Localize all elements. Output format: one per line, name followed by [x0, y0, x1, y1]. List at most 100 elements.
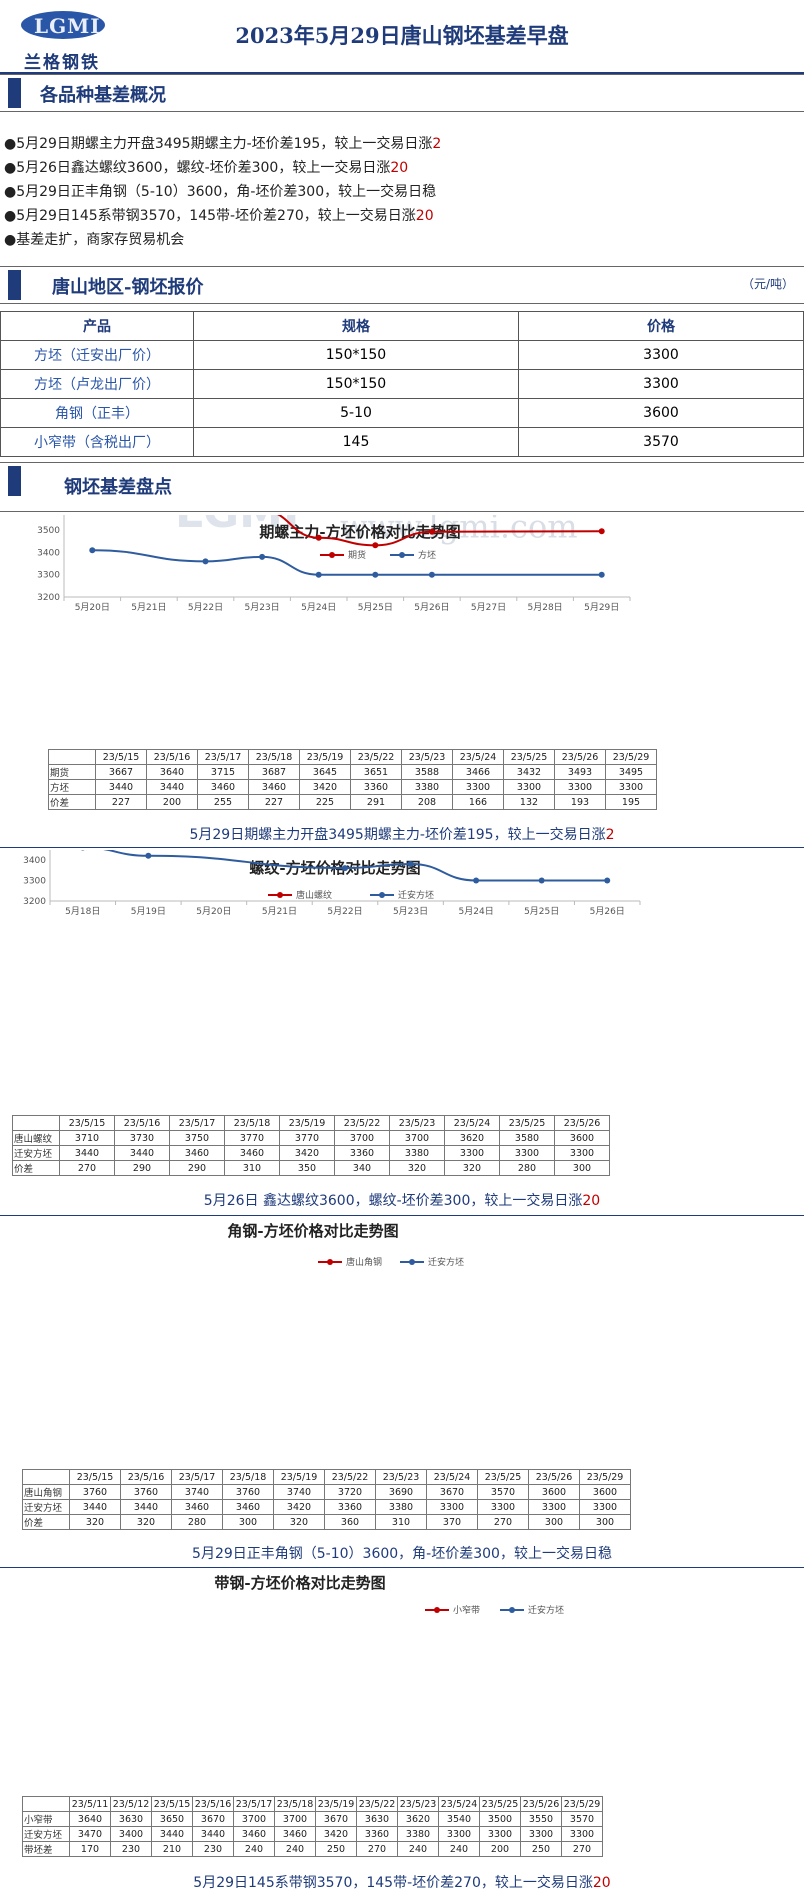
- value-cell: 3460: [222, 1499, 274, 1515]
- chart-panel-angle: LGMIwww.lgmi.com320033003400350036003700…: [0, 1218, 804, 1568]
- date-header: 23/5/22: [356, 1796, 398, 1812]
- chart-panel-rebar: LGMIwww.lgmi.com320033003400350036003700…: [0, 850, 804, 1216]
- legend-marker: [277, 892, 283, 898]
- date-header: 23/5/29: [561, 1796, 603, 1812]
- value-cell: 230: [110, 1841, 152, 1857]
- row-label: 方坯: [48, 779, 96, 795]
- value-cell: 3380: [397, 1826, 439, 1842]
- value-cell: 3440: [120, 1499, 172, 1515]
- legend-marker: [399, 552, 405, 558]
- data-point: [89, 547, 96, 554]
- price-cell: 3300: [518, 340, 804, 370]
- value-cell: 3588: [401, 764, 453, 780]
- date-header: 23/5/24: [452, 749, 504, 765]
- price-cell: 3300: [518, 369, 804, 399]
- legend-marker: [327, 1259, 333, 1265]
- value-cell: 3420: [279, 1145, 335, 1161]
- chart-rebar-billet: LGMIwww.lgmi.com320033003400350036003700…: [23, 850, 641, 917]
- value-cell: 320: [273, 1514, 325, 1530]
- value-cell: 3760: [120, 1484, 172, 1500]
- data-point: [538, 877, 545, 884]
- date-header: 23/5/16: [146, 749, 198, 765]
- row-label: 迁安方坯: [22, 1499, 70, 1515]
- row-label: 价差: [48, 794, 96, 810]
- corner-cell: [12, 1115, 60, 1131]
- row-label: 迁安方坯: [12, 1145, 60, 1161]
- date-header: 23/5/22: [324, 1469, 376, 1485]
- value-cell: 3720: [324, 1484, 376, 1500]
- row-label: 唐山螺纹: [12, 1130, 60, 1146]
- value-cell: 240: [233, 1841, 275, 1857]
- value-cell: 208: [401, 794, 453, 810]
- date-header: 23/5/15: [95, 749, 147, 765]
- column-header: 价格: [518, 311, 804, 341]
- x-tick-label: 5月28日: [528, 602, 563, 613]
- page-title: 2023年5月29日唐山钢坯基差早盘: [235, 23, 569, 48]
- date-header: 23/5/15: [151, 1796, 193, 1812]
- price-cell: 3600: [518, 398, 804, 428]
- section-marker: [8, 78, 21, 108]
- series-line: [92, 549, 602, 576]
- logo-chinese-name: 兰格钢铁: [24, 53, 100, 73]
- y-tick-label: 3300: [37, 571, 60, 581]
- chart-rebar-futures-billet: LGMIwww.lgmi.com320033003400350036003700…: [37, 515, 631, 613]
- date-header: 23/5/16: [120, 1469, 172, 1485]
- bullet-item: ●5月29日145系带钢3570，145带-坯价差270，较上一交易日涨20: [4, 208, 434, 224]
- date-header: 23/5/15: [69, 1469, 121, 1485]
- date-header: 23/5/22: [334, 1115, 390, 1131]
- value-cell: 225: [299, 794, 351, 810]
- x-tick-label: 5月25日: [524, 906, 559, 917]
- value-cell: 3570: [477, 1484, 529, 1500]
- product-cell: 小窄带（含税出厂）: [0, 427, 194, 457]
- date-header: 23/5/26: [520, 1796, 562, 1812]
- spec-cell: 145: [193, 427, 519, 457]
- date-header: 23/5/18: [224, 1115, 280, 1131]
- column-header: 规格: [193, 311, 519, 341]
- company-logo: LGMI 兰格钢铁: [16, 6, 106, 73]
- value-cell: 3360: [350, 779, 402, 795]
- x-tick-label: 5月26日: [414, 602, 449, 613]
- y-tick-label: 3400: [23, 856, 46, 866]
- value-cell: 270: [477, 1514, 529, 1530]
- data-point: [315, 534, 322, 541]
- value-cell: 3500: [479, 1811, 521, 1827]
- value-cell: 3760: [222, 1484, 274, 1500]
- watermark-logo: LGMI: [175, 515, 299, 538]
- spec-cell: 5-10: [193, 398, 519, 428]
- value-cell: 3380: [375, 1499, 427, 1515]
- data-point: [372, 542, 379, 549]
- section-marker: [8, 270, 21, 300]
- column-header: 产品: [0, 311, 194, 341]
- table-row: 价差 270 290 290 310 350 340 320 320 280 300: [12, 1160, 610, 1176]
- date-header: 23/5/19: [279, 1115, 335, 1131]
- x-tick-label: 5月26日: [590, 906, 625, 917]
- table-row: 方坯（迁安出厂价） 150*150 3300: [0, 340, 804, 370]
- date-header: 23/5/29: [579, 1469, 631, 1485]
- bullet-item: ●5月29日正丰角钢（5-10）3600，角-坯价差300，较上一交易日稳: [4, 184, 437, 200]
- row-label: 价差: [22, 1514, 70, 1530]
- value-cell: 3380: [389, 1145, 445, 1161]
- bullet-item: ●基差走扩，商家存贸易机会: [4, 232, 185, 248]
- x-tick-label: 5月22日: [327, 906, 362, 917]
- date-header: 23/5/18: [222, 1469, 274, 1485]
- value-cell: 3630: [356, 1811, 398, 1827]
- date-header: 23/5/17: [169, 1115, 225, 1131]
- basis-heading: 钢坯基差盘点: [64, 477, 172, 498]
- date-header: 23/5/19: [315, 1796, 357, 1812]
- value-cell: 3750: [169, 1130, 225, 1146]
- date-header: 23/5/24: [438, 1796, 480, 1812]
- chart-data-table: 23/5/15 23/5/16 23/5/17 23/5/18 23/5/19 23/5/…: [12, 1115, 610, 1176]
- x-tick-label: 5月23日: [393, 906, 428, 917]
- x-tick-label: 5月25日: [358, 602, 393, 613]
- date-header: 23/5/25: [477, 1469, 529, 1485]
- value-cell: 3300: [444, 1145, 500, 1161]
- date-header: 23/5/17: [197, 749, 249, 765]
- legend-label: 迁安方坯: [428, 1256, 464, 1268]
- date-header: 23/5/23: [397, 1796, 439, 1812]
- value-cell: 240: [438, 1841, 480, 1857]
- value-cell: 300: [528, 1514, 580, 1530]
- corner-cell: [48, 749, 96, 765]
- x-tick-label: 5月21日: [262, 906, 297, 917]
- row-label: 小窄带: [22, 1811, 70, 1827]
- legend-label: 期货: [348, 549, 366, 561]
